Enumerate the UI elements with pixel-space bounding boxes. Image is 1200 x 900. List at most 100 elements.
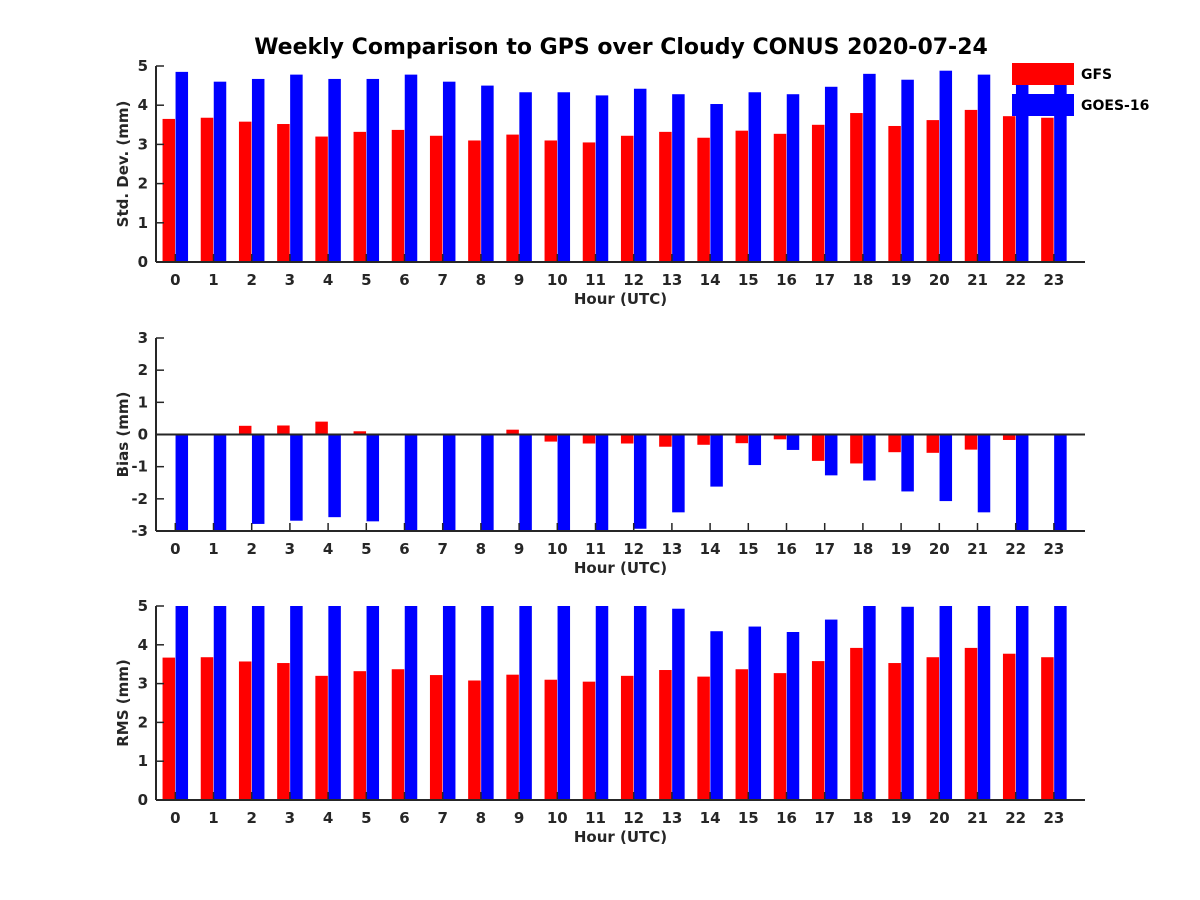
bar-gfs-hour-8	[468, 140, 481, 262]
bar-gfs-hour-20	[926, 120, 940, 262]
bar-goes-16-hour-13	[672, 434, 685, 513]
bar-goes-16-hour-22	[1015, 434, 1029, 531]
x-tick-label: 23	[1043, 809, 1064, 827]
bar-gfs-hour-12	[620, 434, 634, 444]
bar-gfs-hour-11	[582, 434, 596, 444]
bar-gfs-hour-17	[811, 661, 825, 800]
bar-goes-16-hour-8	[481, 434, 494, 531]
y-tick-label: -2	[131, 490, 148, 508]
x-tick-label: 0	[170, 271, 180, 289]
bar-gfs-hour-1	[200, 657, 214, 800]
y-tick-label: 1	[138, 393, 148, 411]
y-tick-label: 1	[138, 752, 148, 770]
bar-goes-16-hour-0	[175, 606, 189, 800]
bar-goes-16-hour-16	[786, 434, 800, 450]
bar-goes-16-hour-0	[175, 71, 189, 262]
y-axis-label: Bias (mm)	[114, 392, 132, 478]
chart-title: Weekly Comparison to GPS over Cloudy CON…	[254, 35, 988, 60]
bar-goes-16-hour-19	[901, 606, 914, 800]
bar-goes-16-hour-18	[863, 73, 876, 262]
y-tick-label: 2	[138, 361, 148, 379]
x-tick-label: 8	[476, 271, 486, 289]
bar-gfs-hour-10	[544, 679, 558, 800]
legend: GFS GOES-16	[1012, 63, 1149, 116]
bar-gfs-hour-12	[620, 135, 634, 262]
bar-goes-16-hour-4	[328, 606, 341, 800]
bar-gfs-hour-21	[964, 434, 978, 450]
bar-goes-16-hour-23	[1054, 81, 1067, 263]
bar-goes-16-hour-1	[213, 81, 227, 263]
x-tick-label: 3	[285, 809, 295, 827]
x-tick-label: 5	[361, 271, 371, 289]
x-tick-label: 22	[1005, 271, 1026, 289]
bar-gfs-hour-14	[697, 676, 710, 800]
bar-gfs-hour-18	[850, 647, 863, 800]
y-tick-label: 0	[138, 426, 148, 444]
bar-gfs-hour-7	[429, 135, 443, 262]
bar-gfs-hour-9	[506, 674, 519, 800]
x-tick-label: 14	[700, 271, 721, 289]
x-tick-label: 1	[208, 809, 218, 827]
bar-gfs-hour-13	[659, 434, 672, 447]
bar-goes-16-hour-13	[672, 608, 685, 800]
bar-goes-16-hour-10	[557, 92, 571, 262]
bar-goes-16-hour-13	[672, 94, 685, 262]
bar-gfs-hour-6	[391, 129, 405, 262]
bar-goes-16-hour-23	[1054, 606, 1067, 800]
bar-goes-16-hour-1	[213, 434, 227, 531]
y-tick-label: 1	[138, 214, 148, 232]
x-tick-label: 6	[399, 271, 409, 289]
x-tick-label: 15	[738, 271, 759, 289]
legend-item-gfs: GFS	[1012, 63, 1112, 85]
bar-gfs-hour-18	[850, 434, 863, 464]
bar-goes-16-hour-3	[290, 606, 303, 800]
bar-gfs-hour-22	[1002, 434, 1016, 440]
x-axis-label: Hour (UTC)	[574, 828, 667, 846]
x-tick-label: 12	[623, 271, 644, 289]
x-tick-label: 21	[967, 809, 988, 827]
bar-goes-16-hour-4	[328, 78, 341, 262]
y-tick-label: 5	[138, 597, 148, 615]
x-tick-label: 10	[547, 809, 568, 827]
bar-goes-16-hour-0	[175, 434, 189, 531]
bar-gfs-hour-10	[544, 434, 558, 442]
bar-goes-16-hour-14	[710, 104, 723, 263]
bar-gfs-hour-3	[277, 425, 290, 435]
bar-goes-16-hour-15	[748, 92, 762, 262]
bar-gfs-hour-23	[1041, 657, 1054, 800]
x-tick-label: 23	[1043, 540, 1064, 558]
bar-goes-16-hour-5	[366, 78, 380, 262]
x-tick-label: 0	[170, 809, 180, 827]
bar-gfs-hour-12	[620, 675, 634, 800]
x-tick-label: 3	[285, 271, 295, 289]
bar-gfs-hour-18	[850, 113, 863, 262]
bar-gfs-hour-5	[353, 431, 367, 435]
x-tick-label: 18	[852, 271, 873, 289]
x-tick-label: 4	[323, 271, 333, 289]
bar-gfs-hour-21	[964, 647, 978, 800]
bar-gfs-hour-2	[238, 121, 252, 262]
bar-goes-16-hour-6	[404, 606, 418, 800]
bar-goes-16-hour-10	[557, 434, 571, 531]
legend-swatch	[1012, 63, 1074, 85]
x-tick-label: 4	[323, 540, 333, 558]
x-tick-label: 8	[476, 540, 486, 558]
bar-gfs-hour-22	[1002, 653, 1016, 800]
x-tick-label: 1	[208, 271, 218, 289]
x-tick-label: 22	[1005, 809, 1026, 827]
x-tick-label: 5	[361, 540, 371, 558]
bar-goes-16-hour-20	[939, 606, 953, 800]
x-tick-label: 20	[929, 809, 950, 827]
bar-goes-16-hour-14	[710, 631, 723, 800]
x-tick-label: 17	[814, 809, 835, 827]
bar-goes-16-hour-16	[786, 632, 800, 800]
bar-goes-16-hour-18	[863, 606, 876, 800]
bar-gfs-hour-4	[315, 421, 328, 435]
bar-goes-16-hour-2	[251, 606, 265, 800]
bar-gfs-hour-11	[582, 142, 596, 262]
x-tick-label: 5	[361, 809, 371, 827]
x-tick-label: 11	[585, 809, 606, 827]
bar-gfs-hour-22	[1002, 116, 1016, 263]
x-axis-label: Hour (UTC)	[574, 559, 667, 577]
